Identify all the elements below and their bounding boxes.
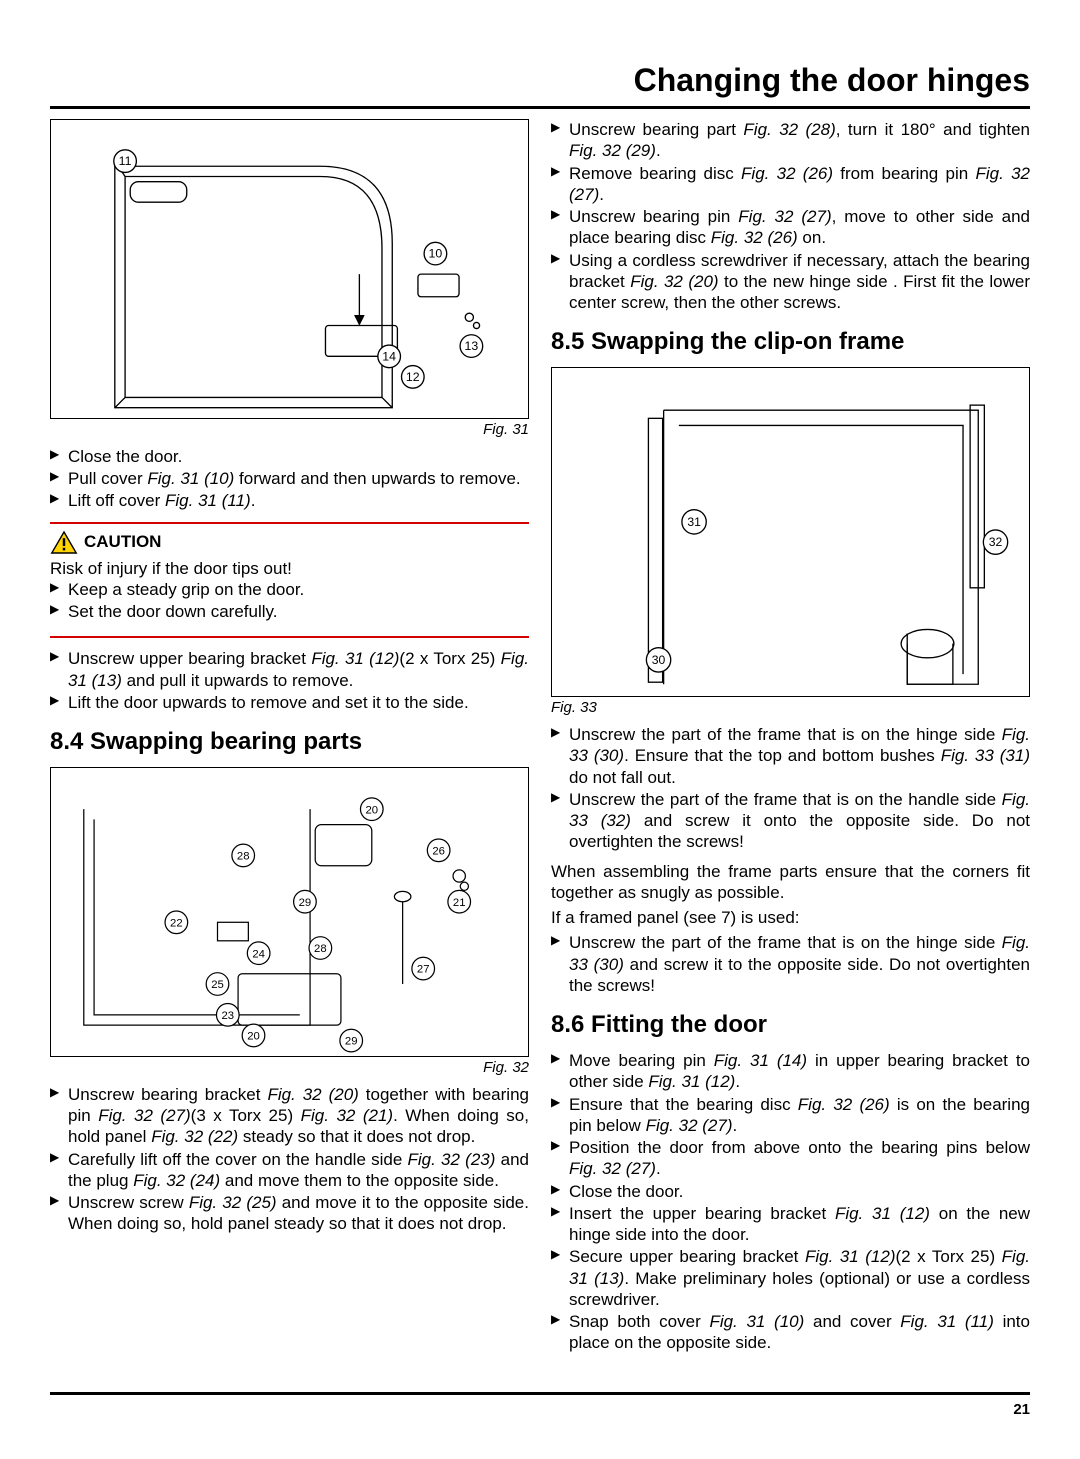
svg-text:14: 14: [382, 349, 396, 363]
svg-text:20: 20: [365, 804, 378, 816]
figure-32-caption: Fig. 32: [50, 1059, 529, 1078]
instruction-step: Position the door from above onto the be…: [551, 1137, 1030, 1180]
svg-text:25: 25: [211, 979, 224, 991]
figure-33: 31 32 30: [551, 367, 1030, 697]
figure-31-svg: 11 10 13 12 14: [51, 120, 528, 418]
instruction-step: Using a cordless screwdriver if necessar…: [551, 250, 1030, 314]
instruction-step: Set the door down carefully.: [50, 601, 529, 622]
left-column: 11 10 13 12 14 Fig. 31 Close the door.Pull…: [50, 119, 529, 1362]
svg-text:29: 29: [345, 1036, 358, 1048]
para-85b: If a framed panel (see 7) is used:: [551, 907, 1030, 928]
svg-text:30: 30: [652, 653, 666, 667]
page-footer: 21: [50, 1392, 1030, 1420]
svg-text:13: 13: [465, 339, 479, 353]
instruction-step: Insert the upper bearing bracket Fig. 31…: [551, 1203, 1030, 1246]
svg-text:10: 10: [429, 247, 443, 261]
steps-85: Unscrew the part of the frame that is on…: [551, 724, 1030, 853]
svg-text:29: 29: [299, 897, 312, 909]
instruction-step: Move bearing pin Fig. 31 (14) in upper b…: [551, 1050, 1030, 1093]
instruction-step: Unscrew bearing part Fig. 32 (28), turn …: [551, 119, 1030, 162]
instruction-step: Lift the door upwards to remove and set …: [50, 692, 529, 713]
instruction-step: Remove bearing disc Fig. 32 (26) from be…: [551, 163, 1030, 206]
instruction-step: Close the door.: [551, 1181, 1030, 1202]
instruction-step: Unscrew the part of the frame that is on…: [551, 724, 1030, 788]
svg-text:28: 28: [237, 851, 250, 863]
right-column: Unscrew bearing part Fig. 32 (28), turn …: [551, 119, 1030, 1362]
page-number: 21: [1013, 1401, 1030, 1418]
instruction-step: Unscrew the part of the frame that is on…: [551, 789, 1030, 853]
instruction-step: Unscrew screw Fig. 32 (25) and move it t…: [50, 1192, 529, 1235]
steps-c: Unscrew bearing bracket Fig. 32 (20) tog…: [50, 1084, 529, 1235]
heading-8-4: 8.4 Swapping bearing parts: [50, 727, 529, 757]
instruction-step: Secure upper bearing bracket Fig. 31 (12…: [551, 1246, 1030, 1310]
steps-86: Move bearing pin Fig. 31 (14) in upper b…: [551, 1050, 1030, 1354]
instruction-step: Pull cover Fig. 31 (10) forward and then…: [50, 468, 529, 489]
figure-33-svg: 31 32 30: [552, 368, 1029, 696]
svg-text:23: 23: [221, 1010, 234, 1022]
instruction-step: Carefully lift off the cover on the hand…: [50, 1149, 529, 1192]
steps-top-right: Unscrew bearing part Fig. 32 (28), turn …: [551, 119, 1030, 313]
warning-icon: [50, 530, 78, 555]
figure-31-caption: Fig. 31: [50, 421, 529, 440]
instruction-step: Lift off cover Fig. 31 (11).: [50, 490, 529, 511]
svg-text:12: 12: [406, 370, 420, 384]
figure-32-svg: 20 26 21 22 28 29 23 24 25 27 28 29 20: [51, 768, 528, 1056]
para-85a: When assembling the frame parts ensure t…: [551, 861, 1030, 904]
caution-risk: Risk of injury if the door tips out!: [50, 558, 529, 579]
figure-31: 11 10 13 12 14: [50, 119, 529, 419]
instruction-step: Unscrew bearing bracket Fig. 32 (20) tog…: [50, 1084, 529, 1148]
svg-text:32: 32: [989, 535, 1003, 549]
instruction-step: Close the door.: [50, 446, 529, 467]
steps-b: Unscrew upper bearing bracket Fig. 31 (1…: [50, 648, 529, 713]
svg-text:31: 31: [687, 515, 701, 529]
svg-text:21: 21: [453, 897, 466, 909]
svg-text:22: 22: [170, 917, 183, 929]
instruction-step: Snap both cover Fig. 31 (10) and cover F…: [551, 1311, 1030, 1354]
svg-text:27: 27: [417, 964, 430, 976]
instruction-step: Unscrew upper bearing bracket Fig. 31 (1…: [50, 648, 529, 691]
svg-text:26: 26: [432, 845, 445, 857]
caution-label: CAUTION: [84, 531, 161, 552]
caution-steps: Keep a steady grip on the door.Set the d…: [50, 579, 529, 623]
heading-8-5: 8.5 Swapping the clip-on frame: [551, 327, 1030, 357]
heading-8-6: 8.6 Fitting the door: [551, 1010, 1030, 1040]
figure-33-caption: Fig. 33: [551, 699, 1030, 718]
svg-text:20: 20: [247, 1031, 260, 1043]
svg-text:24: 24: [252, 948, 265, 960]
figure-32: 20 26 21 22 28 29 23 24 25 27 28 29 20: [50, 767, 529, 1057]
two-column-layout: 1110 1312 14 Fig. 31 Close the door.Pull…: [50, 119, 1030, 1362]
svg-text:11: 11: [119, 154, 132, 168]
instruction-step: Unscrew bearing pin Fig. 32 (27), move t…: [551, 206, 1030, 249]
instruction-step: Keep a steady grip on the door.: [50, 579, 529, 600]
instruction-step: Ensure that the bearing disc Fig. 32 (26…: [551, 1094, 1030, 1137]
steps-a: Close the door.Pull cover Fig. 31 (10) f…: [50, 446, 529, 512]
instruction-step: Unscrew the part of the frame that is on…: [551, 932, 1030, 996]
caution-block: CAUTION Risk of injury if the door tips …: [50, 522, 529, 639]
page-title: Changing the door hinges: [50, 60, 1030, 109]
steps-85b: Unscrew the part of the frame that is on…: [551, 932, 1030, 996]
svg-text:28: 28: [314, 943, 327, 955]
